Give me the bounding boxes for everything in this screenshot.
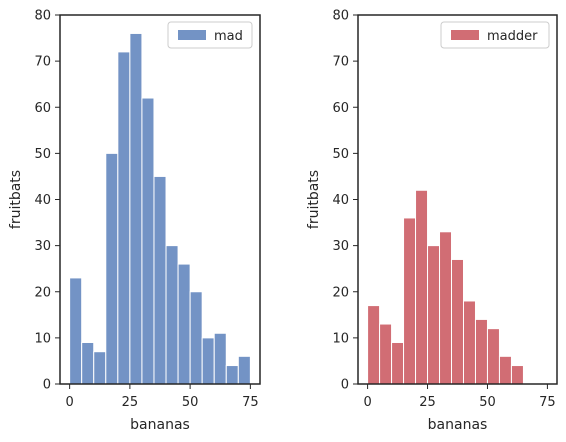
histogram-bar [165,245,179,385]
histogram-bar [451,258,464,385]
histogram-bar [391,341,405,385]
histogram-bar [462,300,476,385]
histogram-bar [403,217,417,385]
histogram-bar [225,365,239,385]
legend: madder [440,21,550,49]
histogram-bar [415,189,429,385]
histogram-bar [201,337,215,385]
x-axis-label: bananas [428,417,488,433]
x-tick-label: 0 [363,395,371,410]
y-tick-label: 20 [34,285,51,300]
x-tick-label: 25 [122,395,139,410]
legend-swatch [178,30,206,40]
histogram-bar [117,51,131,385]
histogram-bar [486,328,500,385]
chart-panel-1: 0 10 20 30 40 50 60 70 80 0 25 50 75 bananas fruitbats… [8,9,261,433]
y-tick-label: 30 [34,239,51,254]
histogram-bar [69,277,83,385]
y-tick-label: 70 [332,55,349,70]
y-tick-label: 50 [332,147,349,162]
y-tick-label: 70 [34,55,51,70]
histogram-bar [498,355,512,385]
histogram-bar [141,97,155,385]
y-tick-label: 10 [332,331,349,346]
legend-box [440,21,550,49]
y-tick-label: 30 [332,239,349,254]
chart-panel-2: 0 10 20 30 40 50 60 70 80 0 25 50 75 bananas fruitbats… [306,9,558,433]
histogram-bar [189,291,203,385]
histogram-bar [474,318,488,385]
histogram-bar [237,355,251,385]
histogram-bar [153,175,167,385]
x-tick-label: 75 [242,395,259,410]
y-tick-label: 40 [332,193,349,208]
histogram-bar [105,152,119,385]
x-tick-label: 50 [182,395,199,410]
histogram-bar [510,365,524,385]
legend-label: mad [214,29,243,44]
histogram-bar [93,351,107,385]
legend-swatch [451,30,479,40]
x-tick-label: 0 [65,395,73,410]
histogram-bar [213,332,227,385]
y-tick-label: 60 [34,101,51,116]
legend-label: madder [487,29,538,44]
histogram-bar [177,263,191,385]
x-tick-label: 50 [479,395,496,410]
x-tick-label: 75 [539,395,556,410]
y-tick-label: 40 [34,193,51,208]
y-tick-label: 0 [43,378,51,393]
x-axis-label: bananas [130,417,190,433]
histogram-bar [129,32,143,385]
y-tick-label: 20 [332,285,349,300]
y-axis-label: fruitbats [306,170,322,229]
legend-box [167,21,253,49]
histogram-bar [439,231,453,385]
histogram-bar [367,305,381,385]
histogram-bar [427,245,441,385]
legend: mad [167,21,253,49]
y-tick-label: 80 [34,9,51,24]
y-axis-label: fruitbats [8,170,24,229]
histogram-bar [379,323,393,385]
histogram-bar [81,341,95,385]
y-tick-label: 80 [332,9,349,24]
y-tick-label: 0 [341,378,349,393]
y-tick-label: 60 [332,101,349,116]
x-tick-label: 25 [419,395,436,410]
y-tick-label: 10 [34,331,51,346]
y-tick-label: 50 [34,147,51,162]
